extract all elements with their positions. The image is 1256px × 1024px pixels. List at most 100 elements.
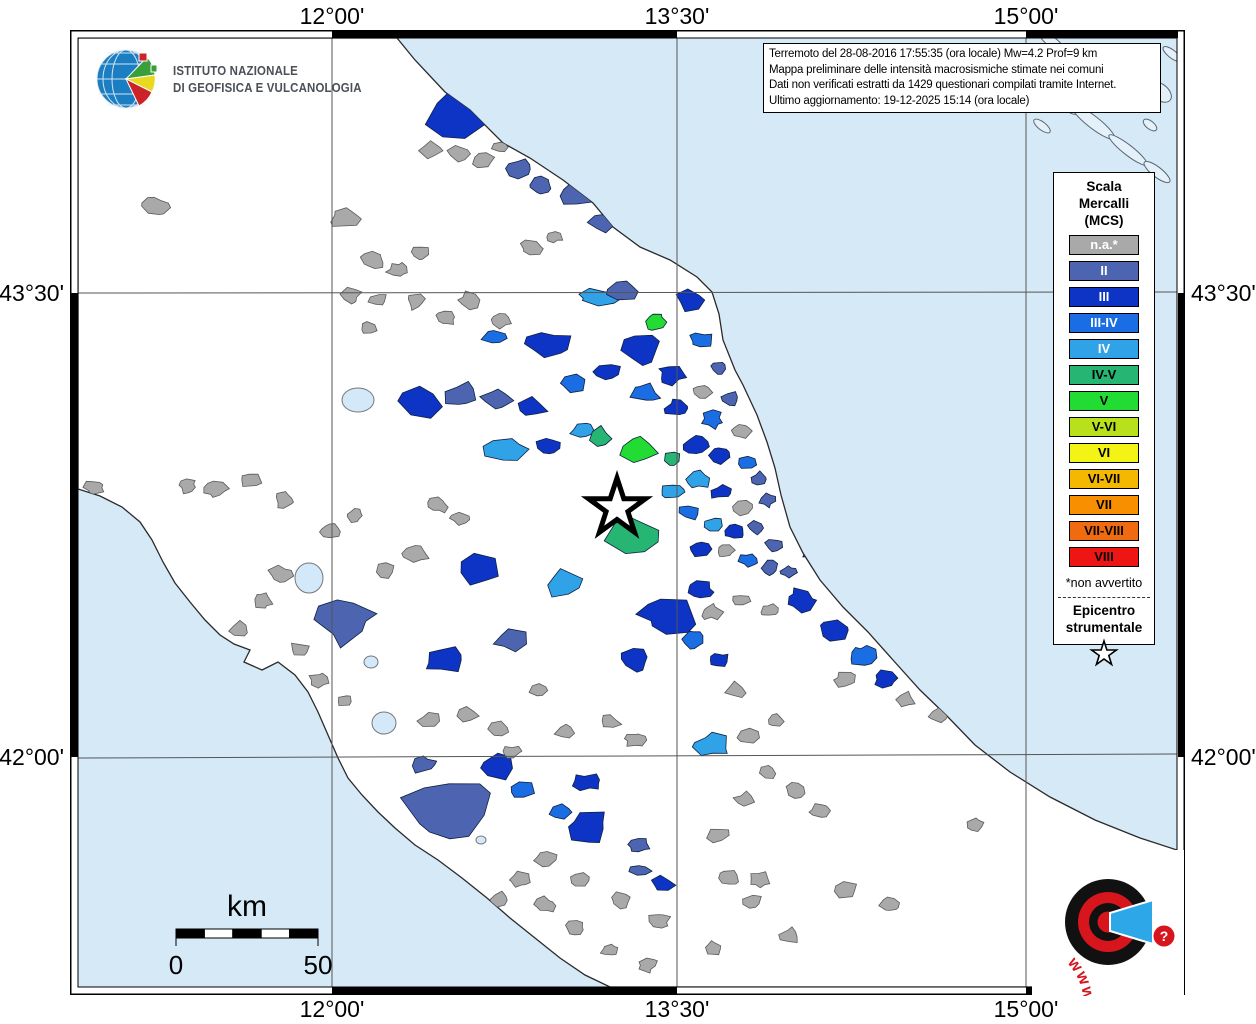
question-mark: ?: [1160, 928, 1169, 944]
municipality-III: [710, 484, 732, 499]
municipality-na: [502, 745, 523, 759]
municipality-na: [407, 293, 426, 312]
municipality-II: [750, 470, 767, 486]
graticule-lines: [78, 38, 1177, 987]
legend-chip-VI: VI: [1069, 443, 1139, 463]
event-info-line1: Terremoto del 28-08-2016 17:55:35 (ora l…: [769, 48, 1098, 60]
municipality-na: [528, 683, 549, 697]
coordinate-labels: 12°00' 13°30' 15°00' 12°00' 13°30' 15°00' 43°3…: [0, 3, 1256, 1022]
municipality-na: [228, 619, 248, 637]
municipality-na: [318, 523, 341, 539]
municipality-III4: [548, 803, 573, 820]
municipality-III: [658, 365, 688, 387]
municipality-na: [553, 723, 576, 739]
municipality-na: [330, 207, 362, 227]
municipality-na: [648, 914, 672, 929]
municipality-III: [620, 334, 660, 367]
municipality-na: [742, 894, 762, 909]
municipality-III: [724, 523, 744, 539]
ingv-logo: ISTITUTO NAZIONALE DI GEOFISICA E VULCAN…: [95, 45, 387, 113]
municipality-na: [359, 250, 384, 270]
municipality-II: [492, 628, 527, 653]
municipality-na: [375, 562, 395, 579]
municipality-na: [508, 870, 531, 888]
municipality-na: [565, 920, 584, 936]
municipality-II: [479, 388, 515, 410]
municipality-na: [291, 642, 310, 656]
municipality-na: [457, 290, 481, 311]
municipality-na: [241, 473, 263, 487]
municipality-na: [384, 261, 408, 277]
municipality-IV: [569, 422, 596, 438]
municipality-na: [367, 294, 387, 306]
municipality-na: [808, 803, 831, 818]
ingv-name-line1: ISTITUTO NAZIONALE: [173, 63, 298, 78]
municipality-III: [517, 396, 549, 416]
legend-footnote: *non avvertito: [1065, 576, 1143, 590]
municipality-III: [635, 598, 697, 635]
municipality-na: [417, 140, 444, 160]
municipality-na: [732, 595, 752, 606]
legend-chip-V6: V-VI: [1069, 417, 1139, 437]
legend-title-line3: (MCS): [1084, 213, 1124, 228]
municipality-III4: [850, 644, 878, 666]
island: [1033, 118, 1051, 134]
municipality-na: [401, 545, 430, 563]
ingv-name-line2: DI GEOFISICA E VULCANOLOGIA: [173, 80, 362, 95]
scalebar-start: 0: [169, 950, 183, 980]
municipality-na: [638, 957, 658, 974]
island: [1142, 118, 1158, 132]
legend-chips: n.a.* II III III-IV IV IV-V V V-VI VI VI-VII VII VI…: [1054, 235, 1154, 567]
intensity-legend: Scala Mercalli (MCS) n.a.* II III III-IV IV I…: [1053, 172, 1155, 667]
municipality-na: [519, 239, 544, 256]
legend-chip-na: n.a.*: [1069, 235, 1139, 255]
municipality-na: [732, 790, 756, 807]
event-info-box: Terremoto del 28-08-2016 17:55:35 (ora l…: [763, 43, 1161, 113]
municipality-na: [736, 727, 760, 744]
municipality-III: [620, 647, 648, 673]
legend-chip-III: III: [1069, 287, 1139, 307]
municipality-na: [178, 478, 196, 495]
municipality-na: [254, 592, 274, 609]
municipality-na: [546, 231, 564, 244]
municipality-III: [675, 288, 706, 313]
municipality-III: [568, 811, 605, 844]
municipality-III4: [678, 505, 699, 521]
municipality-na: [758, 764, 777, 779]
legend-chip-VI7: VI-VII: [1069, 469, 1139, 489]
municipality-III: [709, 653, 729, 667]
municipality-na: [599, 943, 619, 956]
municipality-II: [529, 175, 552, 195]
municipality-na: [730, 424, 753, 439]
municipality-na: [410, 246, 430, 261]
municipality-na: [760, 603, 779, 616]
municipality-III4: [559, 373, 586, 394]
ingv-globe-icon: [96, 49, 158, 109]
municipality-III: [874, 669, 899, 689]
municipality-III: [397, 385, 443, 419]
megaphone-icon: [1109, 898, 1154, 946]
municipality-III: [707, 447, 731, 465]
municipality-III: [523, 332, 572, 359]
municipality-III4: [629, 382, 662, 401]
municipality-na: [833, 881, 858, 899]
municipality-IV: [661, 484, 686, 499]
municipality-III4: [681, 630, 704, 650]
lon-label-top-0: 12°00': [300, 3, 365, 29]
municipality-na: [456, 706, 480, 723]
municipality-na: [718, 870, 739, 885]
scale-bar: km 0 50: [169, 890, 333, 980]
lat-label-left-1: 42°00': [0, 744, 64, 770]
municipality-na: [532, 851, 558, 868]
haisentitoilterremoto-watermark[interactable]: ? www.haisentitoilterremoto.it: [953, 850, 1184, 1024]
epicenter-star: [580, 469, 654, 539]
haisentitoilterremoto-logo[interactable]: ? www.haisentitoilterremoto.it: [953, 850, 1184, 1024]
municipality-na: [346, 507, 363, 524]
municipality-III: [650, 874, 677, 891]
municipality-III: [687, 580, 715, 599]
municipality-IV: [482, 438, 530, 461]
municipality-na: [750, 871, 771, 889]
municipality-III4: [689, 332, 713, 348]
